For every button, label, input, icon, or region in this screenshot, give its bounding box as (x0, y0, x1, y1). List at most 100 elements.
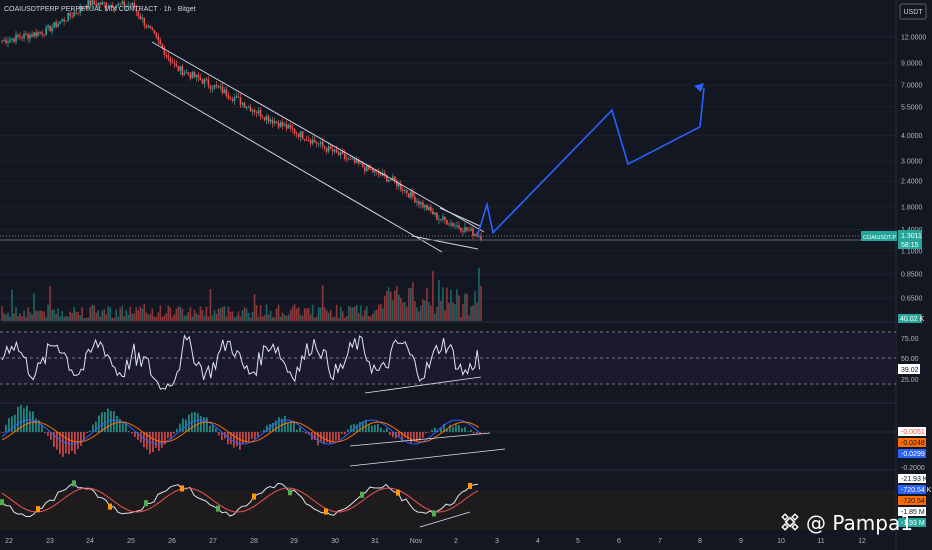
candle[interactable] (121, 1, 124, 4)
channel-upper-line[interactable] (151, 41, 485, 233)
candle[interactable] (65, 20, 67, 22)
candle[interactable] (53, 22, 55, 28)
candle[interactable] (127, 5, 130, 7)
candle[interactable] (396, 180, 398, 187)
candle[interactable] (95, 3, 97, 6)
candle[interactable] (173, 63, 176, 65)
candle[interactable] (87, 0, 89, 9)
candle[interactable] (402, 189, 404, 191)
candle[interactable] (123, 1, 126, 7)
candle[interactable] (442, 216, 444, 220)
candle[interactable] (307, 140, 310, 141)
candle[interactable] (303, 138, 306, 141)
candle[interactable] (297, 133, 300, 137)
candle[interactable] (440, 219, 442, 221)
candle[interactable] (249, 106, 252, 112)
candle[interactable] (21, 37, 23, 39)
candle[interactable] (175, 63, 178, 67)
candle[interactable] (361, 163, 364, 168)
candle[interactable] (137, 11, 140, 16)
candle[interactable] (185, 72, 188, 74)
candle[interactable] (165, 54, 168, 56)
candle[interactable] (31, 34, 33, 37)
candle[interactable] (424, 204, 426, 208)
candle[interactable] (315, 142, 318, 144)
candle[interactable] (428, 207, 430, 211)
candle[interactable] (117, 3, 120, 6)
macd-divergence-line-upper[interactable] (349, 432, 491, 447)
candle[interactable] (187, 72, 190, 75)
channel-lower-line[interactable] (129, 69, 443, 253)
candle[interactable] (223, 89, 226, 94)
candle[interactable] (1, 40, 3, 42)
candle[interactable] (462, 231, 464, 233)
candle[interactable] (163, 47, 166, 55)
candle[interactable] (13, 38, 15, 42)
candle[interactable] (63, 19, 65, 22)
candle[interactable] (339, 152, 342, 156)
candle[interactable] (432, 211, 434, 215)
candle[interactable] (19, 36, 21, 38)
candle[interactable] (43, 34, 45, 36)
candle[interactable] (377, 170, 380, 175)
candle[interactable] (181, 66, 184, 75)
candle[interactable] (171, 61, 174, 64)
candle[interactable] (247, 106, 250, 108)
candle[interactable] (3, 39, 5, 41)
candle[interactable] (217, 85, 220, 88)
candle[interactable] (327, 146, 330, 152)
candle[interactable] (143, 17, 146, 26)
candle[interactable] (25, 33, 27, 35)
candle[interactable] (177, 66, 180, 71)
candle[interactable] (197, 74, 200, 79)
candle[interactable] (392, 176, 394, 180)
candle[interactable] (267, 116, 270, 122)
candle[interactable] (35, 32, 37, 37)
candle[interactable] (434, 212, 436, 215)
candle[interactable] (131, 3, 134, 7)
candle[interactable] (233, 97, 236, 101)
candle[interactable] (69, 12, 71, 16)
candle[interactable] (347, 158, 350, 160)
candle[interactable] (398, 183, 400, 187)
candle[interactable] (189, 74, 192, 79)
candle[interactable] (438, 219, 440, 221)
candle[interactable] (195, 74, 198, 78)
candle[interactable] (41, 32, 43, 35)
candle[interactable] (291, 127, 294, 130)
candle[interactable] (135, 8, 138, 12)
candle[interactable] (323, 145, 326, 148)
candle[interactable] (129, 5, 132, 7)
candle[interactable] (51, 27, 53, 32)
candle[interactable] (287, 124, 290, 129)
candle[interactable] (191, 71, 194, 79)
candle[interactable] (325, 147, 328, 152)
candle[interactable] (193, 71, 196, 78)
candle[interactable] (349, 158, 352, 160)
candle[interactable] (199, 78, 202, 80)
macd-line[interactable] (1, 419, 480, 445)
candle[interactable] (81, 6, 83, 9)
candle[interactable] (149, 26, 152, 29)
candle[interactable] (203, 79, 206, 84)
candle[interactable] (293, 129, 296, 134)
candle[interactable] (394, 176, 396, 181)
candle[interactable] (329, 146, 332, 150)
candle[interactable] (257, 110, 260, 113)
candle[interactable] (263, 117, 266, 121)
candle[interactable] (472, 228, 474, 236)
rsi-line[interactable] (1, 334, 481, 390)
candle[interactable] (337, 152, 340, 156)
candle[interactable] (464, 227, 466, 232)
candle[interactable] (343, 153, 346, 159)
candle[interactable] (373, 170, 376, 173)
candle[interactable] (317, 143, 320, 145)
candle[interactable] (77, 12, 79, 14)
candle[interactable] (23, 33, 25, 39)
candle[interactable] (125, 5, 128, 7)
candle[interactable] (261, 116, 264, 118)
candle[interactable] (474, 234, 476, 236)
rsi-divergence-line[interactable] (364, 376, 482, 394)
candle[interactable] (446, 220, 448, 225)
candle[interactable] (225, 89, 228, 96)
